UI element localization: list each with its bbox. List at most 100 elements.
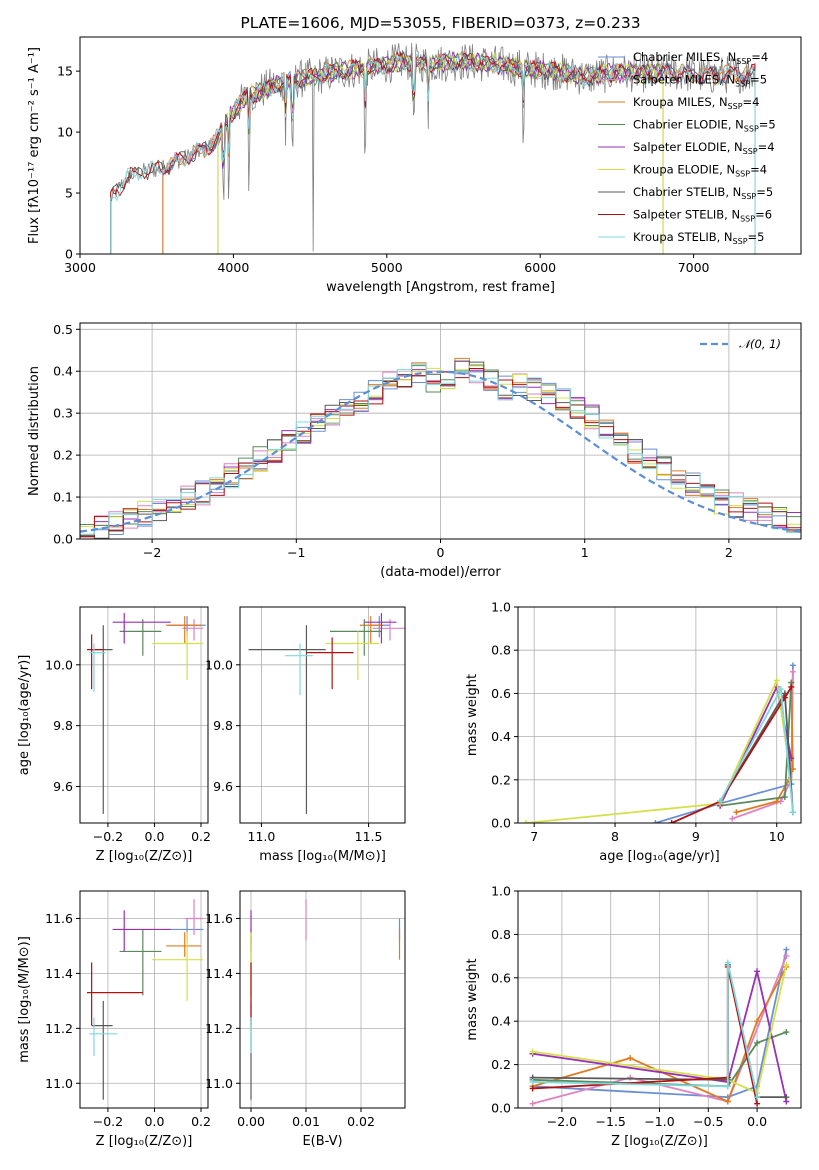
- legend-sub: SSP: [741, 192, 756, 201]
- plot-area: [80, 891, 208, 1108]
- weight-marker: [781, 794, 788, 801]
- y-tick-label: 0.4: [53, 364, 73, 379]
- y-tick-label: 11.4: [205, 966, 233, 981]
- legend-tail: =6: [755, 208, 772, 222]
- y-tick-label: 0.5: [53, 322, 73, 337]
- weight-marker: [777, 686, 784, 693]
- legend-entry: Kroupa ELODIE, NSSP=4: [633, 163, 767, 179]
- y-tick-label: 9.8: [213, 718, 233, 733]
- y-axis-label: Normed distribution: [27, 366, 42, 496]
- x-tick-label: 7: [530, 829, 538, 844]
- legend-entry: Kroupa MILES, NSSP=4: [633, 95, 759, 111]
- weight-marker: [668, 820, 675, 823]
- x-axis-label: Z [log₁₀(Z/Z⊙)]: [96, 1134, 193, 1149]
- weight-marker: [789, 766, 796, 772]
- legend-entry: 𝒩(0, 1): [739, 337, 781, 351]
- legend-tail: =5: [759, 118, 776, 132]
- weight-marker: [754, 1094, 761, 1101]
- x-tick-label: 0.0: [145, 1114, 165, 1129]
- y-tick-label: 0.6: [491, 686, 511, 701]
- weight-marker: [733, 809, 740, 816]
- axes-frame: [517, 890, 802, 1109]
- y-axis-label: Flux [fλ10⁻¹⁷ erg cm⁻² s⁻¹ A⁻¹]: [27, 47, 42, 244]
- weight-marker: [627, 1074, 634, 1081]
- legend-sub: SSP: [733, 237, 748, 246]
- weight-marker: [729, 815, 736, 822]
- x-tick-label: 9: [692, 829, 700, 844]
- axes-frame: [517, 606, 802, 824]
- x-tick-label: −0.5: [693, 1114, 723, 1129]
- x-axis-label: age [log₁₀(age/yr)]: [599, 849, 720, 864]
- y-tick-label: 15: [57, 64, 73, 79]
- weight-marker: [754, 1100, 761, 1107]
- legend-entry: Salpeter MILES, NSSP=5: [633, 73, 767, 89]
- plot-area: [110, 42, 756, 254]
- x-axis-label: mass [log₁₀(M/M⊙)]: [259, 849, 386, 864]
- x-tick-label: 7000: [678, 260, 710, 275]
- axes-frame: [79, 322, 802, 540]
- x-tick-label: 0.01: [292, 1114, 320, 1129]
- y-tick-label: 9.6: [53, 779, 73, 794]
- chart-title: PLATE=1606, MJD=53055, FIBERID=0373, z=0…: [240, 14, 640, 32]
- x-tick-label: 11.0: [248, 829, 276, 844]
- x-tick-label: 8: [611, 829, 619, 844]
- y-tick-label: 10.0: [45, 657, 73, 672]
- y-axis-label: mass weight: [465, 958, 480, 1040]
- x-tick-label: 3000: [64, 260, 96, 275]
- weight-marker: [789, 662, 796, 669]
- y-tick-label: 11.6: [205, 911, 233, 926]
- legend-label: Chabrier ELODIE, N: [633, 118, 744, 132]
- y-tick-label: 0.0: [491, 816, 511, 831]
- y-tick-label: 11.2: [45, 1021, 73, 1036]
- y-axis-label: mass [log₁₀(M/M⊙)]: [17, 936, 32, 1063]
- weight-marker: [717, 798, 724, 805]
- legend-sub: SSP: [736, 57, 751, 66]
- legend-entry: Salpeter STELIB, NSSP=6: [633, 208, 772, 224]
- weight-marker: [754, 968, 761, 975]
- x-tick-label: 11.5: [355, 829, 383, 844]
- y-tick-label: 0.4: [491, 729, 511, 744]
- y-tick-label: 11.6: [45, 911, 73, 926]
- x-tick-label: −1.5: [596, 1114, 626, 1129]
- weight-marker: [529, 1085, 536, 1092]
- legend-label: Salpeter MILES, N: [633, 73, 735, 87]
- weight-line-kroupa-elodie: [532, 964, 788, 1095]
- x-axis-label: E(B-V): [302, 1134, 342, 1149]
- model-line-salpeter-stelib: [110, 51, 756, 254]
- y-tick-label: 0.1: [53, 490, 73, 505]
- legend-entry: Chabrier MILES, NSSP=4: [633, 50, 768, 66]
- weight-marker: [724, 959, 731, 966]
- weight-marker: [783, 953, 790, 960]
- legend-label: Chabrier STELIB, N: [633, 185, 741, 199]
- plot-area: [80, 607, 208, 823]
- panel-3: −0.2 0.0 0.2 9.6 9.8 10.0 Z [log₁₀(Z/Z⊙)] age […: [17, 606, 211, 864]
- weight-marker: [754, 1018, 761, 1025]
- legend-sub: SSP: [735, 80, 750, 89]
- legend-entry: Salpeter ELODIE, NSSP=4: [633, 140, 775, 156]
- weight-marker: [789, 809, 796, 816]
- weight-marker: [529, 1078, 536, 1085]
- legend-label: Chabrier MILES, N: [633, 50, 736, 64]
- axes-frame: [239, 606, 406, 824]
- legend-tail: =4: [743, 95, 760, 109]
- x-tick-label: −2: [143, 545, 161, 560]
- x-tick-label: −1: [287, 545, 305, 560]
- x-tick-label: −0.2: [93, 1114, 123, 1129]
- weight-line-kroupa-stelib: [532, 962, 758, 1098]
- legend-tail: =5: [750, 73, 767, 87]
- x-tick-label: 0.00: [237, 1114, 265, 1129]
- weight-line-chabrier-miles: [532, 949, 788, 1099]
- legend-tail: =4: [758, 140, 775, 154]
- panel-5: 7 8 9 10 0.0 0.2 0.4 0.6 0.8 1.0 age [log₁₀(age/yr…: [465, 600, 802, 864]
- hist-step-kroupa-stelib: [80, 363, 801, 535]
- weight-marker: [783, 1094, 790, 1101]
- axes-frame: [79, 36, 802, 255]
- plot-area: [518, 891, 801, 1108]
- weight-marker: [724, 1098, 731, 1105]
- legend-label: Kroupa STELIB, N: [633, 230, 733, 244]
- legend-tail: =5: [756, 185, 773, 199]
- panel-1: 3000 4000 5000 6000 7000 0 5 10 15 wavelength [An…: [27, 14, 802, 295]
- axes-frame: [239, 890, 406, 1109]
- x-axis-label: Z [log₁₀(Z/Z⊙)]: [611, 1134, 708, 1149]
